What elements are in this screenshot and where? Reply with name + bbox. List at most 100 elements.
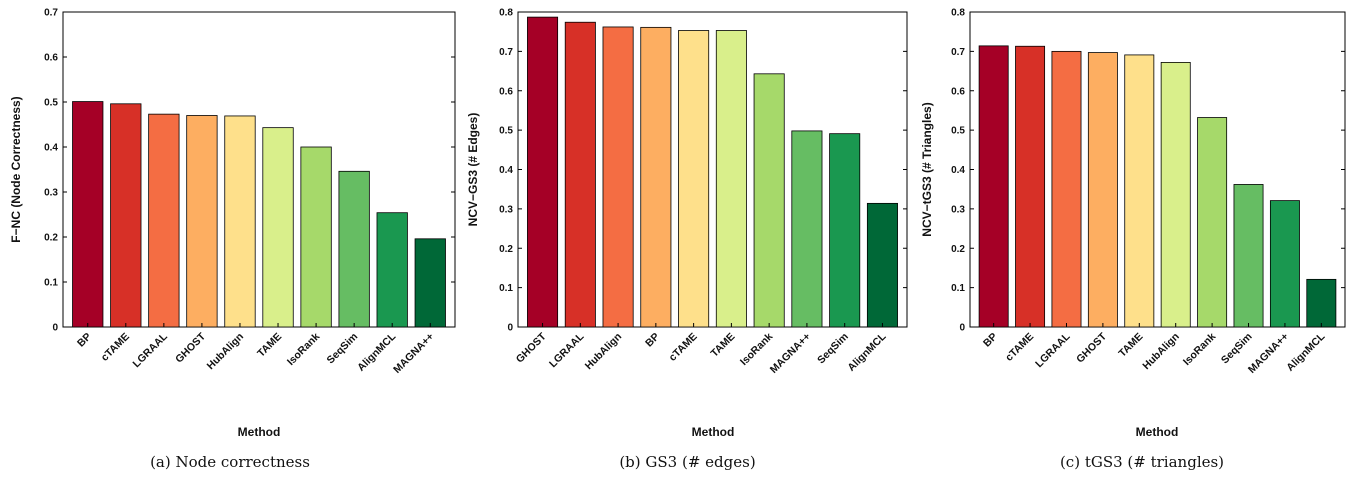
x-tick-label: AlignMCL [845, 330, 889, 374]
x-tick-label: LGRAAL [1033, 330, 1073, 370]
y-tick-label: 0.1 [499, 283, 513, 294]
chart-panel-tgs3-triangles: 0 0.1 0.2 0.3 0.4 0.5 0.6 0.7 0.8 BP cTAME LGRAAL GH… [915, 0, 1369, 478]
y-tick-label: 0.7 [951, 47, 965, 58]
y-tick-label: 0.2 [499, 244, 513, 255]
bar-tame [715, 30, 747, 328]
y-tick-label: 0.7 [499, 47, 513, 58]
bar-magna- [1269, 200, 1300, 328]
x-axis-label: Method [238, 425, 281, 439]
x-tick-label: HubAlign [1140, 331, 1181, 372]
x-tick-label: HubAlign [583, 331, 624, 372]
y-tick-label: 0.5 [44, 98, 58, 109]
x-tick-label: LGRAAL [547, 330, 587, 370]
x-tick-label: BP [643, 331, 662, 350]
x-axis-label: Method [692, 425, 735, 439]
y-tick-label: 0.6 [499, 86, 513, 97]
chart-caption: (b) GS3 (# edges) [619, 453, 756, 471]
bar-isorank [753, 73, 785, 328]
x-tick-label: SeqSim [325, 331, 361, 367]
x-tick-label: GHOST [173, 330, 208, 365]
bar-ghost [1087, 52, 1118, 328]
x-tick-label: HubAlign [205, 331, 246, 372]
y-tick-label: 0.3 [499, 204, 513, 215]
y-axis-label: NCV−tGS3 (# Triangles) [920, 102, 934, 236]
y-tick-label: 0.3 [44, 188, 58, 199]
y-tick-label: 0.7 [44, 8, 58, 19]
y-tick-label: 0.3 [951, 204, 965, 215]
bar-ctame [678, 30, 710, 328]
y-tick-label: 0.4 [499, 165, 513, 176]
y-tick-label: 0 [52, 323, 58, 334]
bar-seqsim [829, 133, 861, 328]
y-tick-label: 0.4 [44, 143, 58, 154]
y-tick-label: 0.8 [951, 8, 965, 19]
y-tick-label: 0.2 [44, 233, 58, 244]
x-tick-label: BP [981, 331, 1000, 350]
bar-alignmcl [1306, 278, 1337, 328]
bar-hubalign [602, 26, 634, 328]
chart-caption: (a) Node correctness [150, 453, 310, 471]
bar-isorank [300, 146, 332, 328]
y-tick-label: 0.6 [951, 86, 965, 97]
bar-magna- [791, 130, 823, 328]
bar-tame [1124, 54, 1155, 328]
bar-seqsim [338, 170, 370, 328]
x-tick-label: cTAME [1003, 331, 1036, 364]
x-tick-label: cTAME [667, 331, 700, 364]
y-tick-label: 0 [959, 323, 965, 334]
y-tick-label: 0.5 [499, 126, 513, 137]
chart-panel-node-correctness: 0 0.1 0.2 0.3 0.4 0.5 0.6 0.7 BP cTAME LGRAAL GHOST… [0, 0, 460, 478]
y-tick-label: 0.1 [44, 278, 58, 289]
y-tick-label: 0.4 [951, 165, 965, 176]
x-tick-label: SeqSim [815, 331, 851, 367]
x-tick-label: IsoRank [738, 331, 775, 368]
y-axis-label: NCV−GS3 (# Edges) [466, 113, 480, 227]
bar-ghost [186, 115, 218, 328]
bar-ctame [1015, 45, 1046, 328]
plot-area-frame [62, 11, 456, 328]
x-axis-label: Method [1136, 425, 1179, 439]
bar-bp [72, 101, 104, 328]
bar-lgraal [1051, 50, 1082, 328]
bar-bp [978, 45, 1009, 328]
bar-alignmcl [376, 212, 408, 328]
x-tick-label: BP [75, 331, 94, 350]
chart-svg: 0 0.1 0.2 0.3 0.4 0.5 0.6 0.7 0.8 GHOSTLGRAALHubA… [466, 8, 908, 439]
x-tick-label: cTAME [99, 331, 132, 364]
y-tick-label: 0.5 [951, 126, 965, 137]
x-tick-label: AlignMCL [1284, 330, 1328, 374]
x-tick-label: IsoRank [285, 331, 322, 368]
bar-tame [262, 127, 294, 328]
x-tick-label: SeqSim [1219, 331, 1255, 367]
y-tick-label: 0.6 [44, 53, 58, 64]
chart-caption: (c) tGS3 (# triangles) [1059, 453, 1225, 471]
bar-ghost [527, 16, 559, 328]
x-tick-label: TAME [255, 331, 284, 360]
x-tick-label: TAME [1116, 331, 1145, 360]
bar-lgraal [148, 113, 180, 328]
y-tick-label: 0.1 [951, 283, 965, 294]
x-tick-label: IsoRank [1181, 331, 1218, 368]
x-tick-label: GHOST [1074, 330, 1109, 365]
bar-lgraal [564, 21, 596, 328]
bar-seqsim [1233, 184, 1264, 328]
bar-magna- [414, 238, 446, 328]
bar-hubalign [224, 115, 256, 328]
x-tick-label: GHOST [514, 330, 549, 365]
bar-alignmcl [866, 202, 898, 328]
bar-isorank [1197, 117, 1228, 328]
y-tick-label: 0.8 [499, 8, 513, 19]
bar-hubalign [1160, 62, 1191, 328]
x-tick-label: MAGNA++ [391, 331, 436, 376]
y-tick-label: 0.2 [951, 244, 965, 255]
y-tick-label: 0 [507, 323, 513, 334]
bar-bp [640, 26, 672, 328]
x-tick-label: LGRAAL [131, 330, 171, 370]
x-tick-label: TAME [709, 331, 738, 360]
y-axis-label: F−NC (Node Correctness) [9, 96, 23, 242]
bar-ctame [110, 103, 142, 328]
x-tick-label: MAGNA++ [768, 331, 813, 376]
chart-panel-gs3-edges: 0 0.1 0.2 0.3 0.4 0.5 0.6 0.7 0.8 GHOST LGRAAL HubA… [460, 0, 915, 478]
